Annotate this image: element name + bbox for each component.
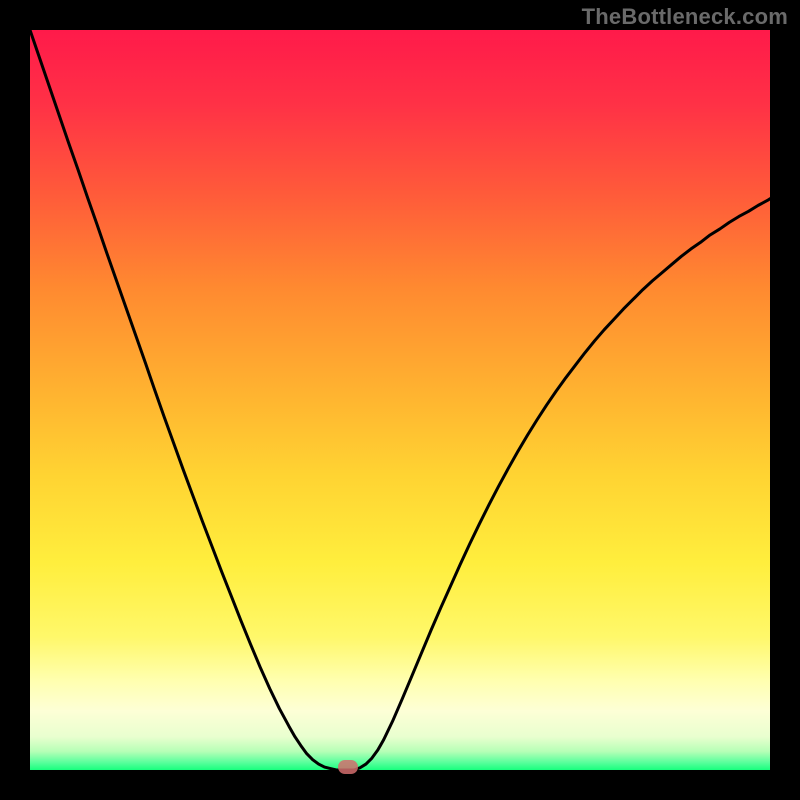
bottleneck-curve bbox=[30, 30, 770, 770]
chart-frame: TheBottleneck.com bbox=[0, 0, 800, 800]
plot-area bbox=[30, 30, 770, 770]
watermark-text: TheBottleneck.com bbox=[582, 4, 788, 30]
optimum-marker bbox=[338, 760, 358, 774]
